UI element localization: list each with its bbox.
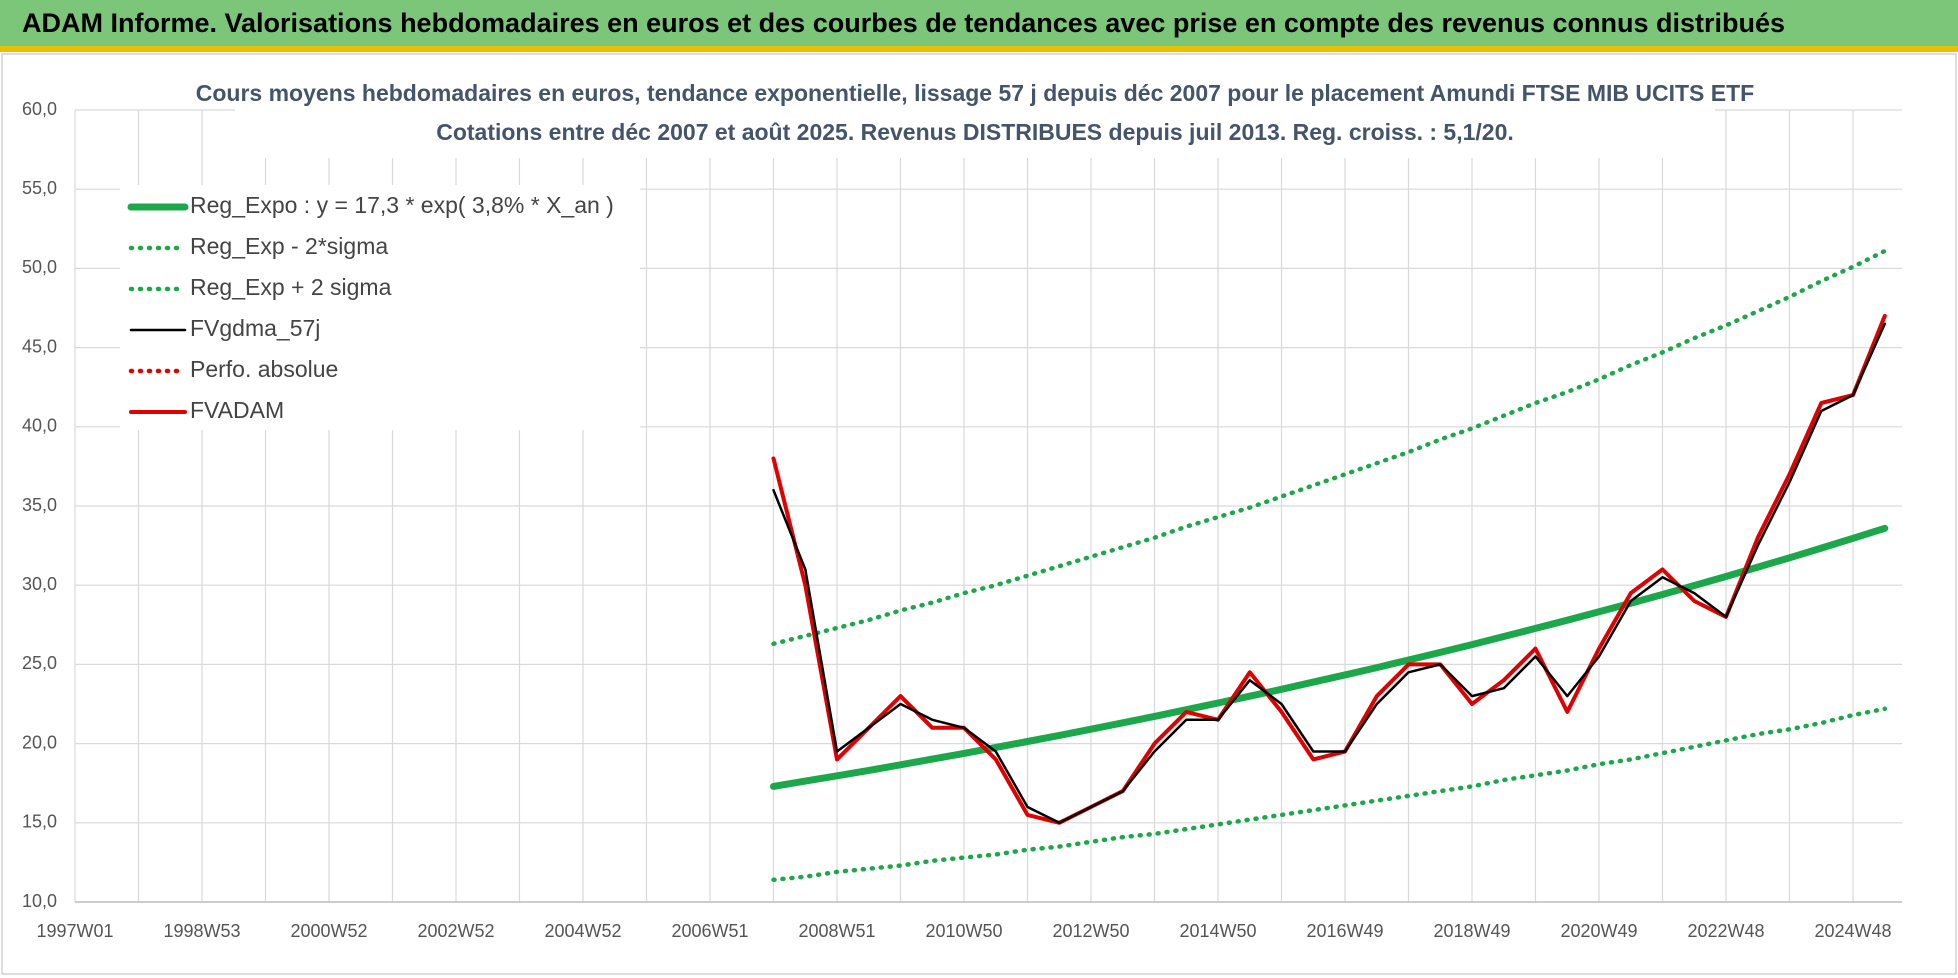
x-tick-label: 2006W51 [671,921,748,941]
y-tick-label: 20,0 [22,732,57,752]
x-tick-label: 2018W49 [1433,921,1510,941]
series-line [772,322,1887,825]
x-tick-label: 2000W52 [290,921,367,941]
y-tick-label: 40,0 [22,416,57,436]
chart-title: Cours moyens hebdomadaires en euros, ten… [196,80,1754,106]
banner-edge [0,46,1958,52]
y-tick-label: 45,0 [22,336,57,356]
legend-label: Perfo. absolue [190,356,338,382]
x-tick-label: 2010W50 [925,921,1002,941]
x-tick-label: 1997W01 [36,921,113,941]
x-tick-label: 2020W49 [1560,921,1637,941]
legend-label: FVADAM [190,397,284,423]
series-line [770,524,1889,790]
y-tick-label: 35,0 [22,495,57,515]
legend-label: Reg_Expo : y = 17,3 * exp( 3,8% * X_an ) [190,192,614,218]
y-tick-label: 55,0 [22,178,57,198]
x-tick-label: 2012W50 [1052,921,1129,941]
series-line [771,313,1887,825]
x-tick-label: 2014W50 [1179,921,1256,941]
series-line [771,706,1888,883]
x-tick-label: 2016W49 [1306,921,1383,941]
y-tick-label: 60,0 [22,99,57,119]
page-title: ADAM Informe. Valorisations hebdomadaire… [22,8,1785,38]
x-tick-label: 2004W52 [544,921,621,941]
plot [770,248,1889,883]
x-tick-label: 2002W52 [417,921,494,941]
x-tick-label: 2024W48 [1814,921,1891,941]
x-tick-label: 1998W53 [163,921,240,941]
title-box [235,78,1715,158]
legend-box [120,185,640,430]
legend-label: Reg_Exp + 2 sigma [190,274,392,300]
banner [0,0,1958,50]
y-tick-label: 25,0 [22,653,57,673]
y-tick-label: 50,0 [22,257,57,277]
x-tick-label: 2008W51 [798,921,875,941]
chart-subtitle: Cotations entre déc 2007 et août 2025. R… [436,119,1514,145]
y-tick-label: 30,0 [22,574,57,594]
y-tick-label: 15,0 [22,812,57,832]
legend-label: Reg_Exp - 2*sigma [190,233,388,259]
y-tick-label: 10,0 [22,891,57,911]
legend-label: FVgdma_57j [190,315,320,341]
x-tick-label: 2022W48 [1687,921,1764,941]
labels: 10,0 15,0 20,0 25,0 30,0 35,0 40,0 45,0 50,0 55,0… [22,78,1892,941]
series-line [771,248,1888,647]
